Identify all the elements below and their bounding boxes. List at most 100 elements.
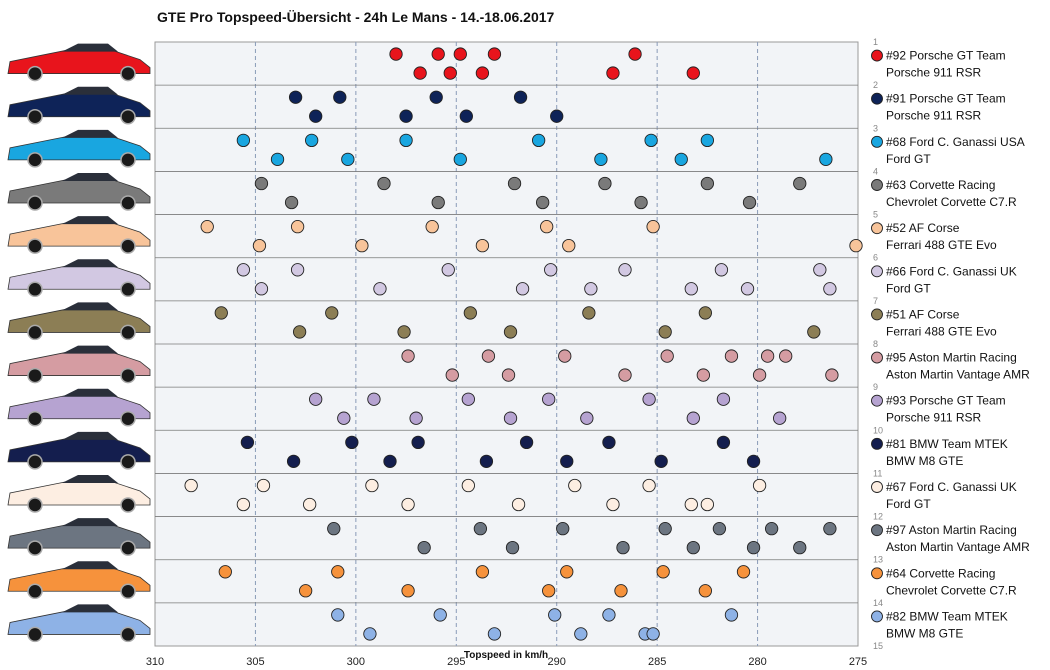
data-point — [618, 368, 632, 382]
data-point — [475, 66, 490, 80]
data-point — [674, 152, 688, 166]
y-tick-label: 2 — [873, 80, 878, 90]
data-point — [505, 540, 520, 555]
data-point — [684, 497, 698, 512]
legend-marker — [871, 567, 883, 580]
legend-label: #82 BMW Team MTEK — [886, 609, 1008, 623]
legend-car-label: Porsche 911 RSR — [886, 109, 981, 123]
legend-marker — [871, 610, 883, 623]
legend-label: #67 Ford C. Ganassi UK — [886, 480, 1017, 494]
x-tick-label: 300 — [347, 656, 365, 668]
data-point — [714, 263, 729, 277]
data-point — [254, 176, 269, 191]
data-point — [443, 66, 457, 80]
data-point — [594, 152, 608, 166]
car-icon — [7, 216, 151, 254]
data-point — [773, 411, 787, 425]
data-point — [698, 584, 712, 598]
data-point — [327, 522, 341, 536]
data-point — [441, 263, 455, 277]
data-point — [503, 411, 518, 425]
data-point — [305, 133, 319, 148]
data-point — [507, 176, 522, 191]
data-point — [602, 608, 616, 622]
data-point — [550, 109, 564, 123]
data-point — [793, 540, 807, 555]
data-point — [341, 152, 355, 166]
data-point — [417, 540, 431, 555]
data-point — [333, 90, 347, 104]
data-point — [331, 608, 345, 622]
data-point — [453, 152, 467, 166]
legend-marker — [871, 437, 883, 450]
data-point — [397, 325, 411, 339]
data-point — [345, 435, 359, 450]
data-point — [503, 325, 518, 339]
legend-label: #68 Ford C. Ganassi USA — [886, 135, 1025, 149]
data-point — [686, 66, 700, 80]
data-point — [401, 349, 415, 363]
data-point — [540, 220, 554, 234]
data-point — [411, 435, 425, 450]
data-point — [582, 306, 596, 320]
data-point — [431, 195, 445, 210]
legend-car-label: Ferrari 488 GTE Evo — [886, 324, 997, 338]
data-point — [560, 454, 574, 468]
data-point — [459, 109, 473, 123]
legend-car-label: Porsche 911 RSR — [886, 411, 981, 425]
legend-label: #66 Ford C. Ganassi UK — [886, 264, 1017, 278]
y-tick-label: 12 — [873, 512, 883, 522]
data-point — [700, 176, 715, 191]
data-point — [473, 522, 488, 536]
data-point — [479, 454, 494, 468]
data-point — [292, 325, 307, 339]
y-tick-label: 13 — [873, 555, 883, 565]
data-point — [700, 497, 715, 512]
data-point — [475, 565, 490, 579]
data-point — [825, 368, 839, 382]
x-axis-ticks: 310 305 300 295 290 285 280 275 — [146, 656, 867, 668]
data-point — [642, 392, 656, 406]
data-point — [290, 263, 305, 277]
data-point — [365, 478, 379, 493]
data-point — [660, 349, 674, 363]
data-point — [413, 66, 427, 80]
data-point — [309, 392, 323, 406]
data-point — [481, 349, 496, 363]
car-icon — [7, 561, 151, 600]
data-point — [236, 263, 251, 277]
data-point — [634, 195, 648, 210]
data-point — [252, 238, 267, 253]
data-point — [574, 627, 588, 641]
data-point — [562, 238, 576, 253]
data-point — [618, 263, 632, 277]
data-point — [399, 109, 413, 123]
data-point — [399, 133, 413, 148]
car-icon — [7, 86, 151, 125]
data-point — [602, 435, 616, 450]
data-point — [779, 349, 793, 363]
data-point — [184, 478, 198, 493]
legend-marker — [871, 265, 883, 278]
data-point — [823, 282, 837, 296]
y-tick-label: 15 — [873, 641, 883, 651]
legend-label: #63 Corvette Racing — [886, 178, 995, 192]
data-point — [644, 133, 658, 148]
car-icon — [7, 431, 151, 470]
data-point — [383, 454, 397, 468]
legend-marker — [871, 135, 883, 148]
data-point — [425, 220, 439, 234]
data-point — [580, 411, 594, 425]
legend-label: #92 Porsche GT Team — [886, 49, 1006, 63]
car-icon — [7, 604, 151, 643]
data-point — [712, 522, 727, 536]
y-tick-label: 10 — [873, 425, 883, 435]
data-point — [656, 565, 670, 579]
data-point — [377, 176, 391, 191]
data-point — [752, 478, 767, 493]
legend-marker — [871, 92, 883, 105]
data-point — [606, 66, 620, 80]
data-point — [401, 497, 415, 512]
legend-car-label: Chevrolet Corvette C7.R — [886, 195, 1017, 209]
